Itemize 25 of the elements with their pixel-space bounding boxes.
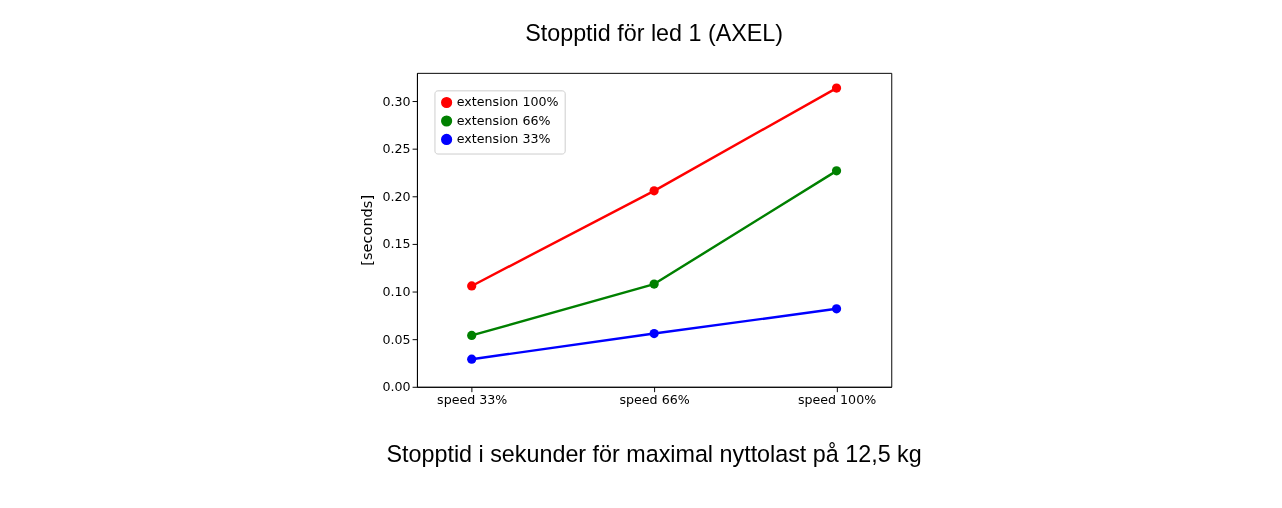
point	[467, 330, 477, 341]
point	[831, 166, 842, 176]
y-tick-label: 0.05	[382, 331, 411, 347]
text: Stopptid i sekunder för maximal nyttolast på 12,5 kg	[386, 440, 922, 467]
y-tick-label: 0.15	[382, 236, 411, 252]
point	[467, 281, 477, 291]
x-tick-label: speed 100%	[797, 391, 877, 407]
legend-label: extension 100%	[456, 94, 559, 110]
chart-title: Stopptid för led 1 (AXEL)	[525, 19, 784, 46]
y-axis-title: [seconds]	[357, 194, 375, 266]
point	[649, 186, 659, 196]
legend-label: extension 33%	[456, 131, 551, 147]
point	[831, 304, 842, 314]
y-tick-label: 0.20	[382, 188, 411, 204]
x-tick-label: speed 66%	[619, 391, 690, 407]
point	[649, 279, 659, 289]
y-tick-label: 0.00	[382, 379, 411, 395]
y-tick-label: 0.25	[382, 141, 411, 157]
y-tick-label: 0.10	[382, 284, 411, 300]
legend-label: extension 66%	[456, 112, 551, 128]
point	[467, 354, 477, 364]
point	[831, 83, 842, 93]
x-tick-label: speed 33%	[437, 391, 508, 407]
y-tick-label: 0.30	[382, 93, 411, 109]
point	[649, 328, 659, 339]
